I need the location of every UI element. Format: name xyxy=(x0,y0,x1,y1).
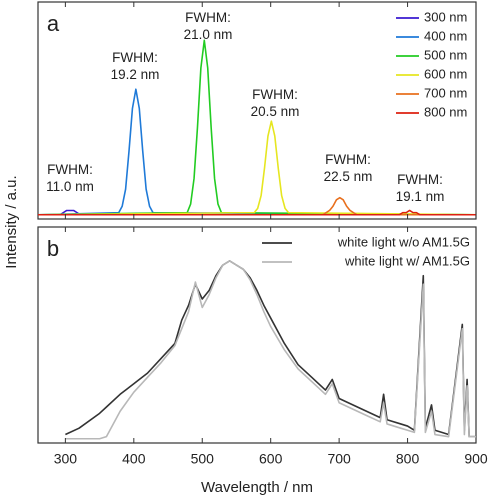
annotation: FWHM: 19.2 nm xyxy=(111,50,160,82)
panel-label: b xyxy=(47,236,59,261)
annotation: FWHM: 21.0 nm xyxy=(184,10,233,42)
annotation-line: FWHM: xyxy=(47,162,93,177)
annotation: FWHM: 22.5 nm xyxy=(324,152,373,184)
annotation-line: 22.5 nm xyxy=(324,169,373,184)
x-tick-label: 600 xyxy=(259,451,283,467)
data-line xyxy=(65,260,476,440)
legend-label: 700 nm xyxy=(424,85,467,100)
annotation-line: FWHM: xyxy=(325,152,371,167)
x-tick-label: 900 xyxy=(464,451,488,467)
data-line xyxy=(37,39,477,216)
legend-label: white light w/ AM1.5G xyxy=(344,253,470,268)
legend-label: 800 nm xyxy=(424,104,467,119)
plot-frame xyxy=(37,1,477,220)
annotation: FWHM: 11.0 nm xyxy=(46,162,94,194)
x-tick-label: 700 xyxy=(327,451,351,467)
data-line xyxy=(37,88,477,216)
x-tick-label: 500 xyxy=(191,451,215,467)
annotation-line: FWHM: xyxy=(252,87,298,102)
legend-label: white light w/o AM1.5G xyxy=(337,234,470,249)
annotation-line: FWHM: xyxy=(112,50,158,65)
x-tick-label: 400 xyxy=(122,451,146,467)
x-tick-label: 800 xyxy=(396,451,420,467)
legend-label: 600 nm xyxy=(424,66,467,81)
annotation-line: 11.0 nm xyxy=(46,179,94,194)
legend-label: 500 nm xyxy=(424,47,467,62)
annotation-line: 19.2 nm xyxy=(111,67,160,82)
annotation-line: FWHM: xyxy=(185,10,231,25)
data-line xyxy=(65,260,476,438)
legend-label: 300 nm xyxy=(424,9,467,24)
annotation: FWHM: 20.5 nm xyxy=(251,87,300,119)
annotation: FWHM: 19.1 nm xyxy=(396,172,445,204)
annotation-line: 20.5 nm xyxy=(251,104,300,119)
data-line xyxy=(38,209,476,216)
annotation-line: FWHM: xyxy=(397,172,443,187)
x-tick-label: 300 xyxy=(54,451,78,467)
annotation-line: 21.0 nm xyxy=(184,27,233,42)
plot-frame xyxy=(37,226,477,444)
data-line xyxy=(37,120,477,216)
legend-label: 400 nm xyxy=(424,28,467,43)
x-axis-label: Wavelength / nm xyxy=(201,479,313,496)
y-axis-label: Intensity / a.u. xyxy=(3,175,20,268)
data-line xyxy=(38,196,476,216)
panel-label: a xyxy=(47,11,60,36)
annotation-line: 19.1 nm xyxy=(396,189,445,204)
